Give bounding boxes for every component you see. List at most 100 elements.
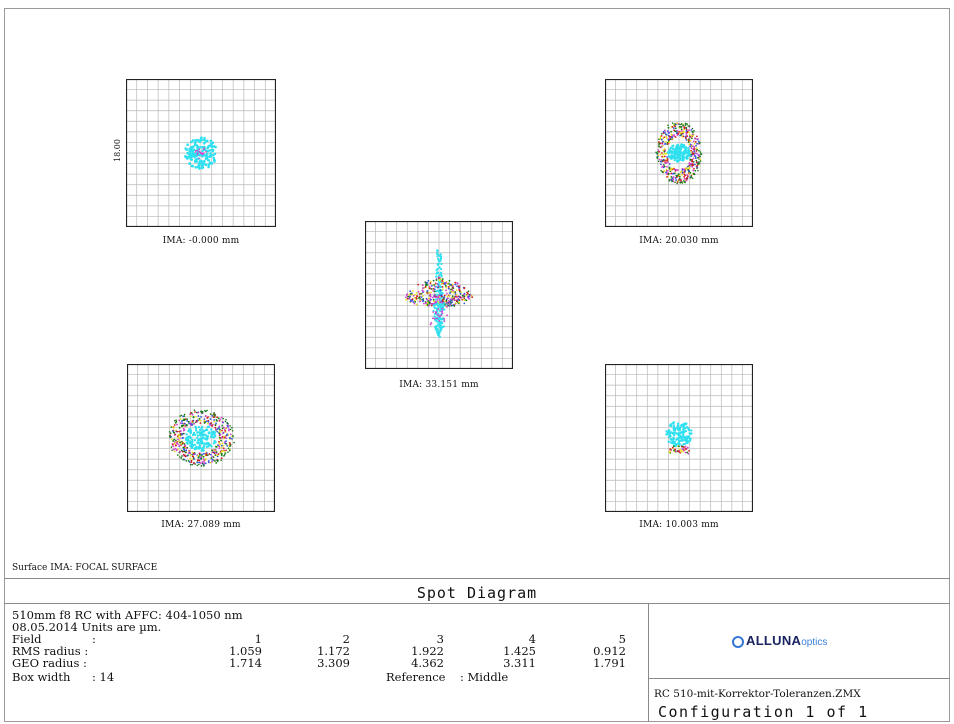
spot-point <box>200 410 202 413</box>
spot-point <box>683 169 686 171</box>
spot-point <box>169 436 171 439</box>
spot-point <box>214 445 217 448</box>
spot-point <box>698 161 700 163</box>
spot-point <box>407 295 410 298</box>
spot-point <box>219 418 222 421</box>
spot-point <box>695 144 697 147</box>
spot-point <box>690 153 693 156</box>
spot-point <box>196 436 199 440</box>
spot-point <box>423 302 425 305</box>
spot-grid-1 <box>126 79 276 227</box>
spot-point <box>203 147 206 149</box>
spot-point <box>188 422 191 425</box>
spot-point <box>198 444 201 448</box>
spot-panel-field-2 <box>605 79 753 227</box>
spot-point <box>660 160 663 163</box>
spot-point <box>194 411 196 413</box>
spot-point <box>218 436 221 439</box>
spot-point <box>696 167 698 170</box>
spot-point <box>223 441 226 444</box>
spot-point <box>208 443 212 447</box>
spot-point <box>441 298 444 301</box>
spot-point <box>673 440 677 443</box>
spot-point <box>438 315 441 318</box>
spot-point <box>440 275 443 278</box>
spot-point <box>669 437 672 441</box>
divider <box>4 603 950 604</box>
spot-point <box>181 455 183 457</box>
spot-point <box>216 428 219 431</box>
spot-point <box>690 176 693 178</box>
rms-value-3: 1.922 <box>411 644 444 658</box>
spot-point <box>190 152 194 156</box>
spot-point <box>448 285 451 288</box>
spot-point <box>663 150 666 153</box>
spot-point <box>222 444 225 447</box>
spot-point <box>225 442 228 445</box>
spot-point <box>676 143 679 147</box>
spot-point <box>457 295 460 298</box>
spot-point <box>689 145 692 148</box>
spot-point <box>675 132 678 134</box>
spot-point <box>187 420 190 423</box>
field-number-2: 2 <box>342 632 350 646</box>
spot-point <box>465 294 468 297</box>
spot-point <box>681 168 684 171</box>
spot-point <box>656 152 658 154</box>
company-logo: ALLUNAoptics <box>732 632 827 650</box>
spot-point <box>658 158 661 161</box>
spot-point <box>441 282 443 285</box>
spot-point <box>682 427 686 430</box>
spot-point <box>660 152 663 154</box>
spot-point <box>670 130 673 133</box>
spot-point <box>693 150 696 152</box>
spot-point <box>220 459 222 461</box>
spot-point <box>214 434 217 437</box>
spot-point <box>670 157 673 160</box>
spot-point <box>443 294 446 297</box>
spot-point <box>687 169 689 171</box>
spot-point <box>405 298 407 301</box>
spot-point <box>689 139 692 142</box>
spot-point <box>662 165 665 167</box>
spot-point <box>183 454 186 457</box>
spot-grid-5 <box>605 364 753 512</box>
spot-point <box>173 438 176 441</box>
spot-point <box>185 449 188 452</box>
spot-point <box>170 426 173 428</box>
spot-point <box>202 455 205 458</box>
spot-point <box>437 323 440 326</box>
spot-point <box>450 288 452 291</box>
spot-point <box>188 162 192 165</box>
spot-point <box>199 441 202 445</box>
spot-point <box>438 259 442 263</box>
spot-point <box>220 416 223 419</box>
spot-point <box>687 428 691 432</box>
spot-point <box>197 153 201 157</box>
spot-point <box>179 441 182 444</box>
spot-point <box>205 152 209 156</box>
spot-point <box>446 295 449 298</box>
spot-point <box>452 289 454 292</box>
spot-point <box>204 154 208 158</box>
spot-point <box>445 286 447 289</box>
spot-point <box>662 149 665 152</box>
spot-point <box>186 435 190 439</box>
spot-point <box>435 252 439 255</box>
spot-point <box>466 291 468 294</box>
spot-point <box>184 425 187 427</box>
spot-point <box>415 303 418 306</box>
spot-point <box>174 444 177 447</box>
spot-point <box>439 289 442 292</box>
spot-point <box>682 156 686 159</box>
spot-point <box>682 124 685 127</box>
spot-point <box>196 461 199 464</box>
spot-point <box>193 409 196 412</box>
spot-point <box>682 180 685 182</box>
spot-point <box>660 132 663 135</box>
spot-point <box>188 441 192 445</box>
spot-point <box>680 170 683 173</box>
spot-point <box>432 300 435 303</box>
spot-point <box>454 291 457 293</box>
spot-point <box>667 161 669 164</box>
